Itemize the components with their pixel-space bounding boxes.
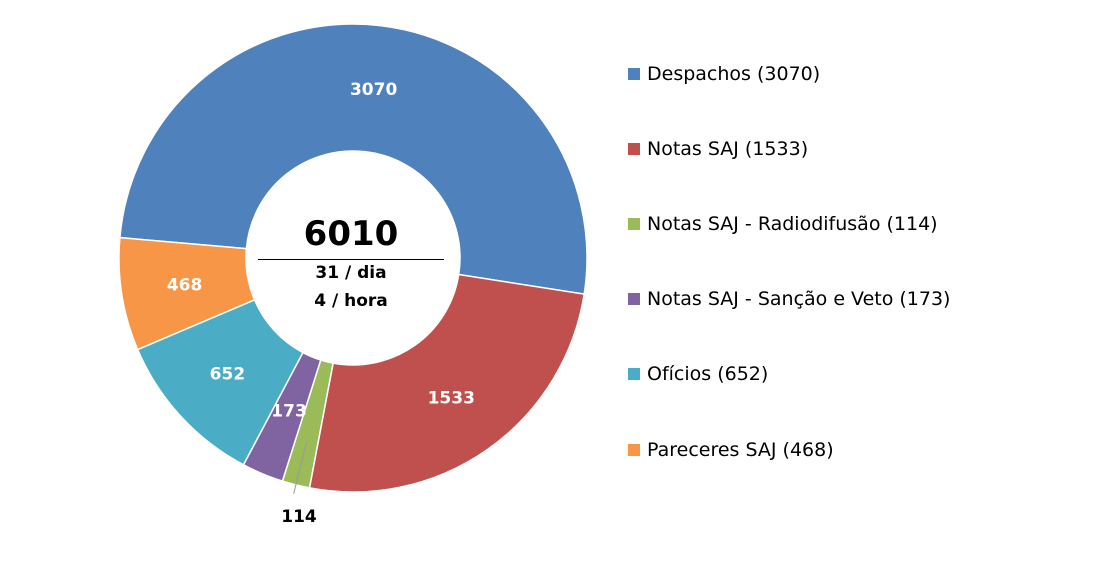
legend-swatch bbox=[628, 368, 640, 380]
legend-item-sancao-veto: Notas SAJ - Sanção e Veto (173) bbox=[628, 288, 950, 310]
donut-hole bbox=[247, 152, 459, 364]
data-label-1: 1533 bbox=[428, 388, 475, 408]
center-total: 6010 bbox=[303, 214, 399, 254]
legend-item-oficios: Ofícios (652) bbox=[628, 363, 768, 385]
legend-swatch bbox=[628, 218, 640, 230]
legend-swatch bbox=[628, 68, 640, 80]
leader-line bbox=[293, 442, 308, 494]
donut-slice-5 bbox=[118, 236, 256, 351]
legend-label: Despachos (3070) bbox=[647, 63, 821, 85]
data-label-3: 173 bbox=[271, 402, 307, 422]
center-per-hour: 4 / hora bbox=[314, 291, 388, 311]
legend-swatch bbox=[628, 143, 640, 155]
data-label-2: 114 bbox=[281, 507, 317, 527]
data-label-5: 468 bbox=[167, 276, 203, 296]
legend-item-pareceres: Pareceres SAJ (468) bbox=[628, 439, 834, 461]
legend-item-notas-saj: Notas SAJ (1533) bbox=[628, 138, 808, 160]
legend-label: Pareceres SAJ (468) bbox=[647, 439, 834, 461]
legend-item-radiodifusao: Notas SAJ - Radiodifusão (114) bbox=[628, 213, 938, 235]
legend-label: Notas SAJ (1533) bbox=[647, 138, 809, 160]
center-per-day: 31 / dia bbox=[315, 263, 387, 283]
legend-label: Ofícios (652) bbox=[647, 363, 769, 385]
center-divider bbox=[258, 259, 444, 260]
data-label-0: 3070 bbox=[350, 80, 397, 100]
legend-item-despachos: Despachos (3070) bbox=[628, 63, 820, 85]
data-label-4: 652 bbox=[210, 364, 246, 384]
donut-slice-1 bbox=[308, 273, 586, 493]
legend-swatch bbox=[628, 293, 640, 305]
legend-swatch bbox=[628, 444, 640, 456]
legend-label: Notas SAJ - Radiodifusão (114) bbox=[647, 213, 938, 235]
donut-slice-0 bbox=[119, 23, 588, 296]
legend-label: Notas SAJ - Sanção e Veto (173) bbox=[647, 288, 951, 310]
